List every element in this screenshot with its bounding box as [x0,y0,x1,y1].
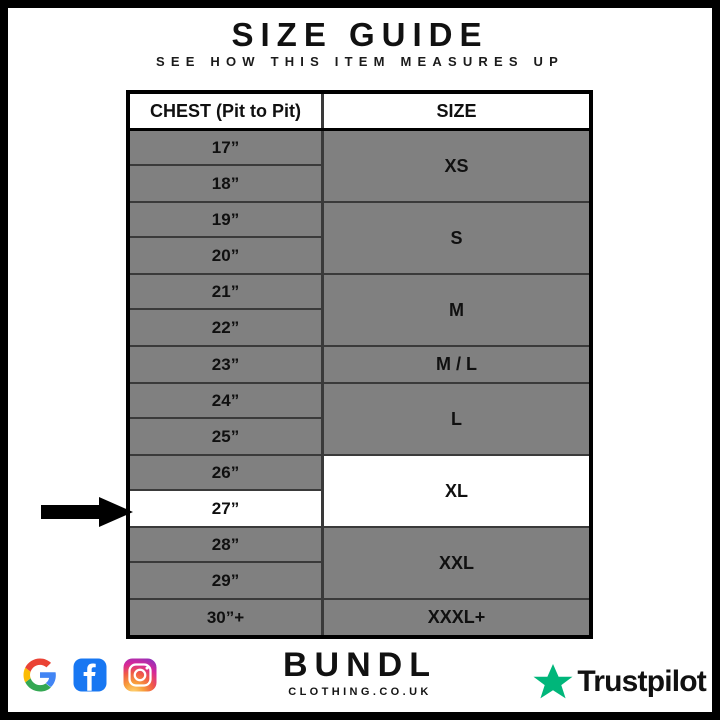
chest-measurement-cell: 17” [130,131,321,166]
table-row: 30”+ XXXL+ [130,600,589,635]
table-body: 17” 18” XS 19” 20” S 21” 22” M 23” M / L 24” 25” L 26”… [130,131,589,635]
chest-cell-group: 23” [130,347,324,382]
table-row: 19” 20” S [130,203,589,275]
table-row: 23” M / L [130,347,589,384]
chest-measurement-cell: 22” [130,310,321,345]
chest-cell-group: 17” 18” [130,131,324,201]
chest-cell-group: 26” 27” [130,456,324,526]
chest-measurement-cell: 26” [130,456,321,491]
selection-arrow-icon [41,497,133,527]
brand-website: CLOTHING.CO.UK [288,685,432,698]
chest-measurement-cell: 25” [130,419,321,454]
size-label-cell: XL [324,456,589,526]
size-label-cell: L [324,384,589,454]
table-header-row: CHEST (Pit to Pit) SIZE [130,94,589,131]
page-title: SIZE GUIDE [231,16,489,53]
brand-name: BUNDL [283,646,437,684]
chest-cell-group: 21” 22” [130,275,324,345]
chest-cell-group: 30”+ [130,600,324,635]
chest-cell-group: 28” 29” [130,528,324,598]
size-label-cell: M [324,275,589,345]
trustpilot-logo[interactable]: Trustpilot [533,663,707,701]
size-guide-table: CHEST (Pit to Pit) SIZE 17” 18” XS 19” 20” S 2… [126,90,593,639]
brand-logo: BUNDL CLOTHING.CO.UK [8,646,712,698]
chest-measurement-cell: 30”+ [130,600,321,635]
chest-measurement-cell: 21” [130,275,321,310]
page-subtitle: SEE HOW THIS ITEM MEASURES UP [155,54,565,69]
chest-measurement-cell: 27” [130,491,321,526]
chest-cell-group: 24” 25” [130,384,324,454]
chest-measurement-cell: 18” [130,166,321,201]
chest-measurement-cell: 24” [130,384,321,419]
chest-measurement-cell: 19” [130,203,321,238]
chest-measurement-cell: 20” [130,238,321,273]
table-row: 28” 29” XXL [130,528,589,600]
trustpilot-label: Trustpilot [577,665,706,698]
chest-measurement-cell: 28” [130,528,321,563]
table-row: 24” 25” L [130,384,589,456]
trustpilot-star-icon [533,664,573,699]
table-row: 21” 22” M [130,275,589,347]
size-guide-card: SIZE GUIDE SEE HOW THIS ITEM MEASURES UP… [8,8,712,712]
size-label-cell: M / L [324,347,589,382]
size-label-cell: XXXL+ [324,600,589,635]
size-label-cell: XS [324,131,589,201]
column-header-chest: CHEST (Pit to Pit) [130,94,324,128]
social-links [22,657,158,693]
size-label-cell: S [324,203,589,273]
table-row: 17” 18” XS [130,131,589,203]
size-label-cell: XXL [324,528,589,598]
chest-measurement-cell: 29” [130,563,321,598]
facebook-icon[interactable] [72,657,108,693]
chest-measurement-cell: 23” [130,347,321,382]
chest-cell-group: 19” 20” [130,203,324,273]
table-row: 26” 27” XL [130,456,589,528]
google-icon[interactable] [22,657,58,693]
instagram-icon[interactable] [122,657,158,693]
column-header-size: SIZE [436,100,477,121]
